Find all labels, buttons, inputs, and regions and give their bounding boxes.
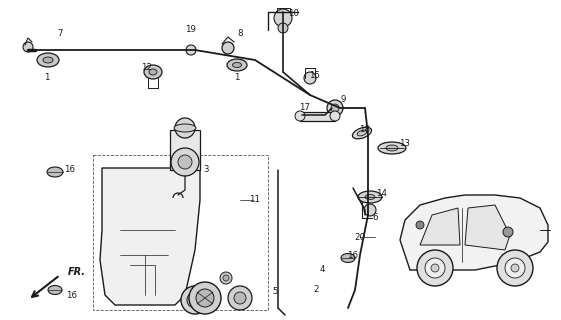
Polygon shape	[420, 208, 460, 245]
Circle shape	[187, 292, 203, 308]
Polygon shape	[100, 158, 200, 305]
Ellipse shape	[47, 167, 63, 177]
Circle shape	[178, 155, 192, 169]
Circle shape	[505, 258, 525, 278]
Circle shape	[23, 42, 33, 52]
Text: 1: 1	[234, 74, 240, 83]
Text: 16: 16	[65, 165, 76, 174]
Ellipse shape	[358, 191, 382, 203]
Ellipse shape	[232, 62, 241, 68]
Text: 19: 19	[185, 26, 195, 35]
Text: 1: 1	[44, 74, 50, 83]
Circle shape	[189, 282, 221, 314]
Text: 9: 9	[341, 95, 346, 105]
Text: 11: 11	[250, 196, 260, 204]
Text: 18: 18	[360, 125, 370, 134]
Ellipse shape	[37, 53, 59, 67]
Text: 16: 16	[67, 291, 77, 300]
Ellipse shape	[144, 65, 162, 79]
Bar	[300, 112, 335, 121]
Circle shape	[171, 148, 199, 176]
Text: 8: 8	[237, 28, 243, 37]
Ellipse shape	[149, 69, 157, 75]
Circle shape	[196, 289, 214, 307]
Text: 2: 2	[313, 284, 319, 293]
Text: 4: 4	[319, 266, 325, 275]
Text: 15: 15	[310, 70, 320, 79]
Text: 17: 17	[300, 103, 310, 113]
Circle shape	[425, 258, 445, 278]
Bar	[170, 130, 200, 170]
Circle shape	[274, 9, 292, 27]
Circle shape	[175, 118, 195, 138]
Circle shape	[222, 42, 234, 54]
Text: FR.: FR.	[68, 267, 86, 277]
Circle shape	[304, 72, 316, 84]
Circle shape	[295, 111, 305, 121]
Ellipse shape	[174, 124, 196, 132]
Text: 10: 10	[288, 9, 300, 18]
Ellipse shape	[386, 145, 398, 151]
Text: 20: 20	[355, 233, 366, 242]
Circle shape	[223, 275, 229, 281]
Circle shape	[234, 292, 246, 304]
Circle shape	[220, 272, 232, 284]
Circle shape	[416, 221, 424, 229]
Circle shape	[503, 227, 513, 237]
Polygon shape	[400, 195, 548, 270]
Circle shape	[497, 250, 533, 286]
Bar	[93, 155, 268, 310]
Ellipse shape	[48, 285, 62, 294]
Text: 13: 13	[399, 139, 411, 148]
Circle shape	[186, 45, 196, 55]
Text: 6: 6	[373, 213, 378, 222]
Circle shape	[431, 264, 439, 272]
Text: 3: 3	[203, 165, 209, 174]
Text: 12: 12	[141, 63, 153, 73]
Ellipse shape	[378, 142, 406, 154]
Circle shape	[181, 286, 209, 314]
Ellipse shape	[357, 130, 367, 136]
Circle shape	[511, 264, 519, 272]
Circle shape	[364, 204, 376, 216]
Ellipse shape	[227, 59, 247, 71]
Ellipse shape	[352, 127, 371, 139]
Circle shape	[327, 100, 343, 116]
Circle shape	[331, 104, 339, 112]
Text: 7: 7	[57, 28, 63, 37]
Text: 14: 14	[376, 188, 388, 197]
Circle shape	[278, 23, 288, 33]
Ellipse shape	[341, 253, 355, 262]
Circle shape	[228, 286, 252, 310]
Polygon shape	[465, 205, 510, 250]
Text: 16: 16	[347, 251, 358, 260]
Ellipse shape	[365, 195, 375, 199]
Text: 5: 5	[272, 286, 278, 295]
Circle shape	[417, 250, 453, 286]
Ellipse shape	[43, 57, 53, 63]
Circle shape	[330, 111, 340, 121]
